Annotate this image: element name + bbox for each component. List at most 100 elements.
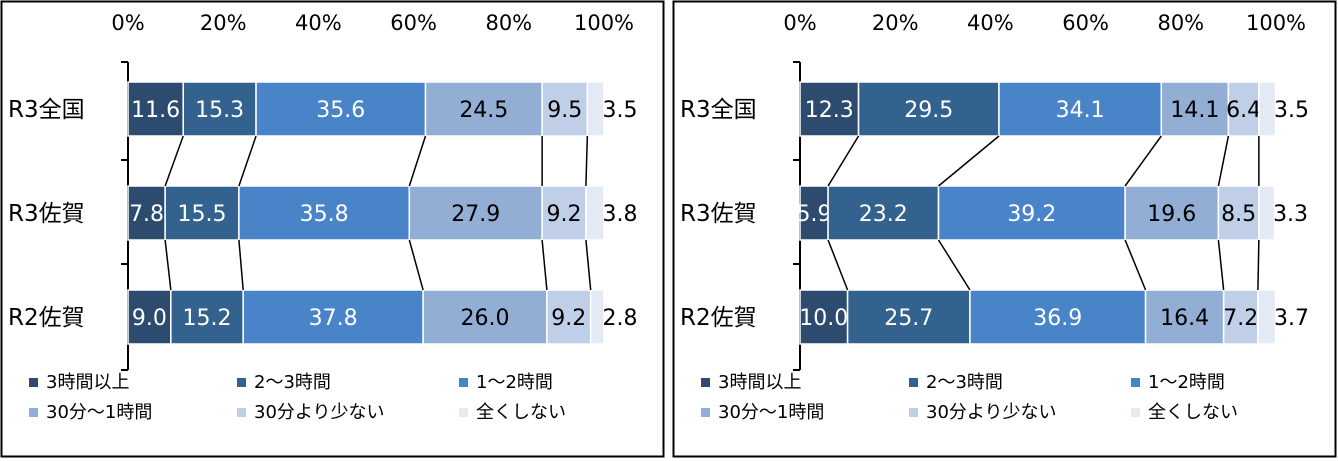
chart-right: 0% 20% 40% 60% 80% 100% R3全国 12.3 29.5 34.1 14.1 6.… <box>672 0 1337 458</box>
series-connector <box>1124 135 1162 187</box>
legend-swatch <box>909 378 918 387</box>
data-label: 15.2 <box>183 306 232 331</box>
series-connector <box>1217 135 1230 187</box>
legend-swatch <box>1131 408 1140 417</box>
bar-segment <box>238 185 411 241</box>
series-connector <box>938 135 1000 187</box>
series-connector <box>1257 239 1260 291</box>
data-label: 11.6 <box>131 98 180 123</box>
series-connector <box>408 135 427 187</box>
data-label: 9.2 <box>547 202 582 227</box>
x-tick-label: 40% <box>967 11 1014 35</box>
category-label: R3全国 <box>8 97 85 123</box>
bar-segment <box>586 81 605 137</box>
data-label: 23.2 <box>859 202 908 227</box>
legend-label: 1～2時間 <box>1148 372 1225 393</box>
data-label: 9.0 <box>132 306 167 331</box>
bar-segment <box>1144 289 1225 345</box>
legend-label: 30分より少ない <box>926 402 1057 423</box>
legend-swatch <box>701 408 710 417</box>
x-tick-label: 100% <box>1246 11 1306 35</box>
data-label: 3.3 <box>1273 202 1308 227</box>
series-connector <box>238 135 257 187</box>
data-label: 12.3 <box>805 98 854 123</box>
category-label: R3佐賀 <box>680 201 757 227</box>
bar-segment <box>1217 185 1260 241</box>
series-connector <box>541 239 548 291</box>
bar-segment <box>585 185 605 241</box>
x-tick-label: 0% <box>783 11 816 35</box>
bar-segment <box>846 289 971 345</box>
x-tick-label: 0% <box>111 11 144 35</box>
legend-label: 全くしない <box>476 402 566 423</box>
x-tick-label: 40% <box>295 11 342 35</box>
bar-segment <box>969 289 1147 345</box>
data-label: 9.2 <box>551 306 586 331</box>
bar-segment <box>182 81 257 137</box>
series-connector <box>164 239 172 291</box>
bar-segment <box>1258 81 1277 137</box>
data-label: 24.5 <box>459 98 508 123</box>
category-label: R3全国 <box>680 97 757 123</box>
bar-segment <box>799 185 829 241</box>
data-label: 14.1 <box>1170 98 1219 123</box>
data-label: 15.3 <box>195 98 244 123</box>
legend-label: 2～3時間 <box>926 372 1003 393</box>
x-tick-label: 100% <box>574 11 634 35</box>
data-label: 7.8 <box>129 202 164 227</box>
bar-segment <box>799 81 860 137</box>
bar-segment <box>589 289 605 345</box>
series-connector <box>238 239 244 291</box>
bar-segment <box>127 185 166 241</box>
data-label: 25.7 <box>884 306 933 331</box>
data-label: 27.9 <box>451 202 500 227</box>
legend-swatch <box>1131 378 1140 387</box>
data-label: 9.5 <box>547 98 582 123</box>
series-connector <box>164 135 184 187</box>
data-label: 35.6 <box>316 98 365 123</box>
data-label: 6.4 <box>1226 98 1261 123</box>
data-label: 7.2 <box>1223 306 1258 331</box>
x-tick-label: 20% <box>200 11 247 35</box>
data-label: 3.8 <box>603 202 638 227</box>
category-label: R3佐賀 <box>8 201 85 227</box>
series-connector <box>408 239 424 291</box>
bar-segment <box>1258 185 1276 241</box>
legend-swatch <box>237 378 246 387</box>
series-connector <box>827 135 860 187</box>
data-label: 3.5 <box>1274 98 1309 123</box>
x-tick-label: 80% <box>485 11 532 35</box>
data-label: 16.4 <box>1160 306 1209 331</box>
legend-label: 全くしない <box>1148 402 1238 423</box>
data-label: 5.9 <box>797 202 832 227</box>
bar-segment <box>937 185 1126 241</box>
data-label: 3.7 <box>1274 306 1309 331</box>
legend-label: 3時間以上 <box>46 372 129 393</box>
legend-swatch <box>459 378 468 387</box>
data-label: 36.9 <box>1033 306 1082 331</box>
data-label: 29.5 <box>904 98 953 123</box>
bar-segment <box>422 289 548 345</box>
data-label: 39.2 <box>1007 202 1056 227</box>
data-label: 2.8 <box>603 306 638 331</box>
legend-swatch <box>909 408 918 417</box>
bar-segment <box>424 81 543 137</box>
series-connector <box>585 239 592 291</box>
legend-swatch <box>29 408 38 417</box>
series-connector <box>937 239 971 291</box>
x-tick-label: 80% <box>1157 11 1204 35</box>
legend-label: 3時間以上 <box>718 372 801 393</box>
legend-label: 30分より少ない <box>254 402 385 423</box>
bar-segment <box>1222 289 1259 345</box>
bar-segment <box>827 185 940 241</box>
data-label: 8.5 <box>1221 202 1256 227</box>
legend-label: 1～2時間 <box>476 372 553 393</box>
category-label: R2佐賀 <box>8 305 85 331</box>
data-label: 19.6 <box>1147 202 1196 227</box>
bar-segment <box>1227 81 1260 137</box>
data-label: 15.5 <box>178 202 227 227</box>
bar-segment <box>546 289 592 345</box>
legend-swatch <box>701 378 710 387</box>
legend-swatch <box>459 408 468 417</box>
